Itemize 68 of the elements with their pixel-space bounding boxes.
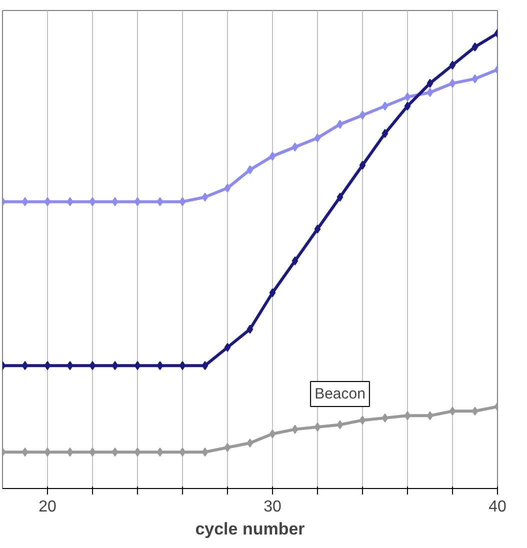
point <box>202 192 208 202</box>
point <box>472 406 478 416</box>
point <box>89 361 96 370</box>
point <box>66 448 74 457</box>
point <box>382 128 388 138</box>
series-label: Beacon <box>314 386 366 403</box>
point <box>179 361 186 370</box>
point <box>66 197 74 206</box>
point <box>292 256 298 266</box>
point <box>134 361 141 370</box>
point <box>134 448 141 457</box>
point <box>292 142 298 152</box>
point <box>246 438 254 448</box>
point <box>359 416 366 425</box>
point <box>449 78 456 88</box>
point <box>202 448 208 457</box>
x-tick-label: 30 <box>264 498 282 516</box>
point <box>22 361 28 370</box>
point <box>382 413 388 422</box>
point <box>134 197 141 206</box>
point <box>336 120 344 129</box>
point <box>179 448 186 457</box>
point <box>359 110 366 120</box>
point <box>336 192 344 202</box>
point <box>22 448 28 457</box>
point <box>66 361 74 370</box>
point <box>246 165 254 174</box>
point <box>269 152 276 161</box>
x-tick-label: 20 <box>38 498 56 516</box>
point <box>44 361 51 370</box>
point <box>22 197 28 206</box>
point <box>179 197 186 206</box>
point <box>44 448 51 457</box>
point <box>336 420 344 430</box>
point <box>89 448 96 457</box>
point <box>89 197 96 206</box>
point <box>156 448 164 457</box>
point <box>292 424 298 434</box>
point <box>156 361 164 370</box>
point <box>224 342 231 352</box>
point <box>314 422 321 432</box>
point <box>112 448 118 457</box>
point <box>426 88 434 97</box>
point <box>472 42 478 52</box>
point <box>156 197 164 206</box>
point <box>314 224 321 234</box>
point <box>224 443 231 452</box>
point <box>426 78 434 88</box>
x-tick-label: 40 <box>488 498 506 516</box>
point <box>112 361 118 370</box>
point <box>269 429 276 438</box>
point <box>224 184 231 193</box>
point <box>404 411 411 420</box>
point <box>246 324 254 334</box>
point <box>404 102 411 111</box>
point <box>449 406 456 416</box>
point <box>359 160 366 170</box>
point <box>404 92 411 102</box>
point <box>269 288 276 298</box>
point <box>314 133 321 142</box>
point <box>426 411 434 420</box>
point <box>449 60 456 70</box>
point <box>382 102 388 111</box>
point <box>44 197 51 206</box>
point <box>112 197 118 206</box>
point <box>202 361 208 370</box>
x-axis-title: cycle number <box>195 520 306 538</box>
point <box>472 74 478 84</box>
